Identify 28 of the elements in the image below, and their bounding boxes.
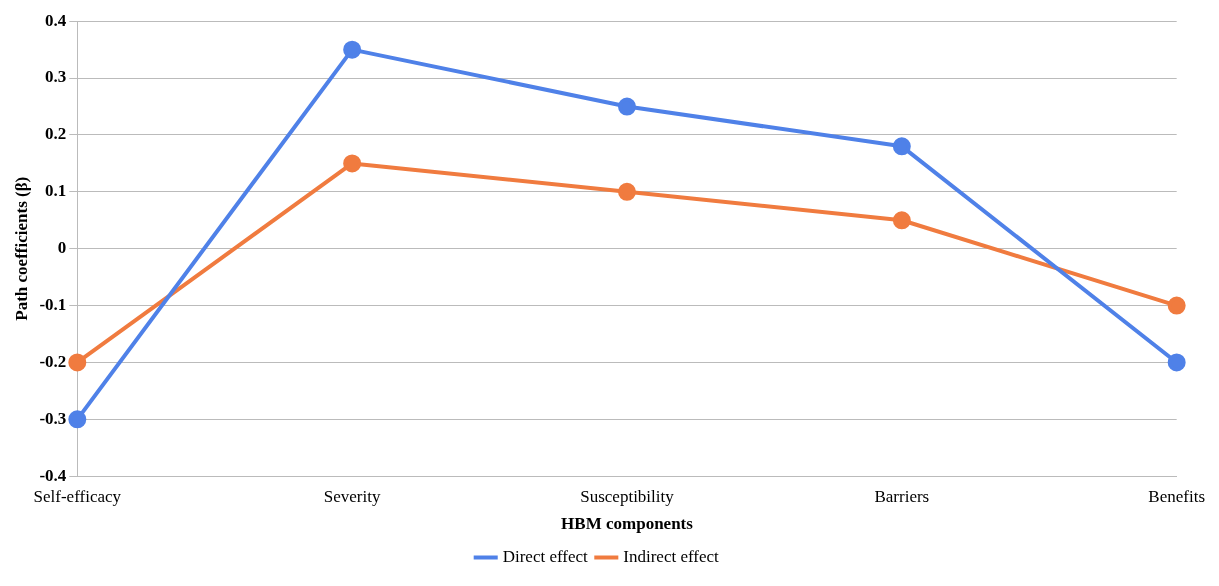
- point: [1167, 296, 1186, 315]
- point: [343, 40, 362, 59]
- point: [68, 410, 87, 429]
- y-tick-label: -0.3: [39, 408, 67, 428]
- x-axis-title: HBM components: [561, 514, 694, 534]
- x-tick-label: Self-efficacy: [33, 486, 122, 506]
- x-tick-label: Benefits: [1148, 486, 1205, 506]
- y-tick-label: 0.2: [45, 124, 67, 144]
- y-tick-label: -0.4: [39, 465, 67, 485]
- x-tick-label: Susceptibility: [580, 486, 675, 506]
- y-tick-label: 0: [57, 238, 67, 258]
- y-tick-label: -0.2: [39, 351, 67, 371]
- point: [343, 154, 362, 173]
- point: [617, 97, 636, 116]
- point: [1167, 353, 1186, 372]
- legend-label: Direct effect: [502, 546, 589, 566]
- point: [617, 182, 636, 201]
- point: [68, 353, 87, 372]
- y-axis-title: Path coefficients (β): [11, 176, 31, 321]
- legend-label: Indirect effect: [623, 546, 720, 566]
- x-tick-label: Severity: [323, 486, 381, 506]
- y-tick-label: 0.3: [45, 67, 67, 87]
- y-tick-label: 0.4: [45, 10, 67, 30]
- y-tick-label: 0.1: [45, 181, 67, 201]
- y-tick-label: -0.1: [39, 294, 67, 314]
- point: [892, 211, 911, 230]
- point: [892, 137, 911, 156]
- x-tick-label: Barriers: [874, 486, 930, 506]
